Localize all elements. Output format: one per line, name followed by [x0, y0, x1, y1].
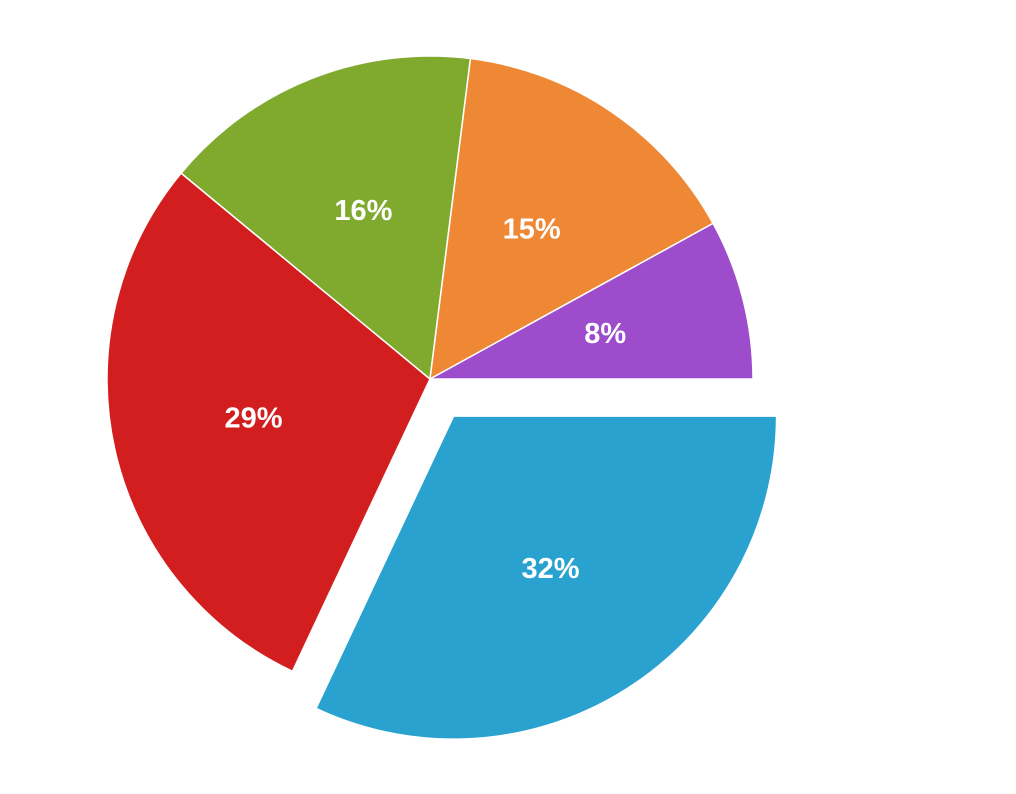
pie-slice-5[interactable] — [429, 222, 754, 380]
pie-slice-3[interactable] — [180, 55, 472, 381]
slice-label-2: 29% — [224, 402, 282, 434]
pie-slice-4[interactable] — [429, 57, 715, 381]
slice-label-5: 8% — [584, 318, 626, 350]
pie-slice-2[interactable] — [106, 172, 431, 673]
pie-slice-1[interactable] — [315, 415, 778, 740]
slice-label-4: 15% — [503, 213, 561, 245]
slice-label-1: 32% — [521, 553, 579, 585]
slice-label-3: 16% — [334, 195, 392, 227]
